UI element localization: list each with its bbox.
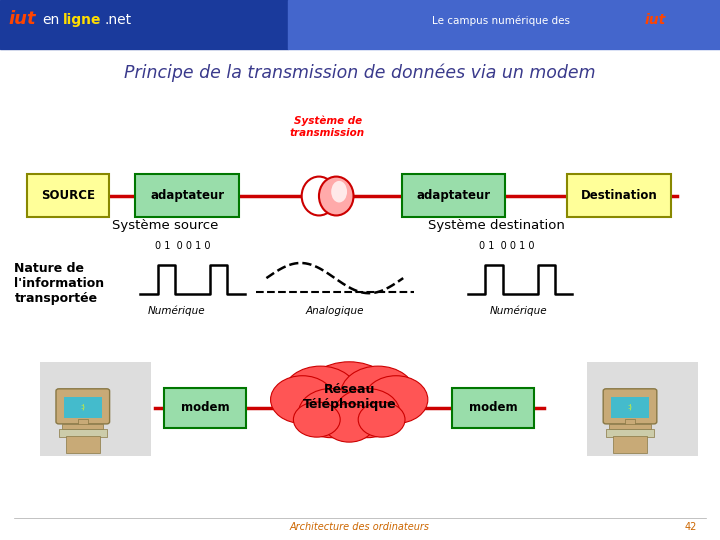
Text: adaptateur: adaptateur (417, 189, 490, 202)
Bar (66, 436, 100, 453)
Text: Réseau
Téléphonique: Réseau Téléphonique (302, 383, 396, 411)
Bar (63, 397, 102, 417)
Text: Principe de la transmission de données via un modem: Principe de la transmission de données v… (125, 64, 595, 82)
Text: Analogique: Analogique (305, 306, 364, 315)
Text: Nature de
l'information
transportée: Nature de l'information transportée (14, 262, 104, 305)
Text: Système source: Système source (112, 219, 218, 232)
Text: ligne: ligne (63, 13, 102, 27)
Bar (613, 436, 647, 453)
Text: iut: iut (9, 10, 36, 28)
FancyBboxPatch shape (567, 174, 671, 217)
Circle shape (283, 366, 358, 422)
Bar (625, 419, 635, 426)
Text: 0 1  0 0 1 0: 0 1 0 0 1 0 (479, 241, 534, 251)
Circle shape (323, 403, 375, 442)
Ellipse shape (331, 181, 347, 202)
Text: adaptateur: adaptateur (150, 189, 224, 202)
Circle shape (341, 366, 415, 422)
Text: Système destination: Système destination (428, 219, 565, 232)
Text: en: en (42, 13, 59, 27)
Text: :): :) (81, 403, 85, 410)
Text: Destination: Destination (581, 189, 657, 202)
FancyBboxPatch shape (56, 389, 109, 424)
Bar (63, 424, 104, 429)
Bar (609, 424, 651, 429)
Text: Système de
transmission: Système de transmission (290, 116, 365, 138)
Circle shape (302, 362, 396, 432)
Bar (587, 362, 698, 456)
Bar (40, 362, 151, 456)
Text: 42: 42 (685, 522, 698, 531)
Bar (288, 0, 720, 49)
FancyBboxPatch shape (402, 174, 505, 217)
Text: iut: iut (644, 13, 666, 27)
Ellipse shape (302, 177, 336, 215)
Text: 0 1  0 0 1 0: 0 1 0 0 1 0 (155, 241, 210, 251)
Circle shape (334, 388, 400, 437)
Bar (606, 429, 654, 437)
Text: modem: modem (469, 401, 518, 414)
FancyBboxPatch shape (27, 174, 109, 217)
Text: Numérique: Numérique (490, 305, 547, 316)
Text: SOURCE: SOURCE (42, 189, 95, 202)
Text: :): :) (628, 403, 632, 410)
Text: Architecture des ordinateurs: Architecture des ordinateurs (290, 522, 430, 531)
Bar (0, 0, 288, 49)
Circle shape (299, 388, 364, 437)
FancyBboxPatch shape (164, 388, 246, 428)
FancyBboxPatch shape (135, 174, 239, 217)
Circle shape (271, 376, 334, 423)
Text: .net: .net (104, 13, 132, 27)
Circle shape (359, 402, 405, 437)
FancyBboxPatch shape (452, 388, 534, 428)
Bar (78, 419, 88, 426)
Circle shape (294, 402, 340, 437)
Text: Numérique: Numérique (148, 305, 205, 316)
Bar (59, 429, 107, 437)
FancyBboxPatch shape (603, 389, 657, 424)
Text: modem: modem (181, 401, 230, 414)
Circle shape (364, 376, 428, 423)
Ellipse shape (319, 177, 354, 215)
Text: Le campus numérique des: Le campus numérique des (432, 15, 570, 26)
Bar (611, 397, 649, 417)
